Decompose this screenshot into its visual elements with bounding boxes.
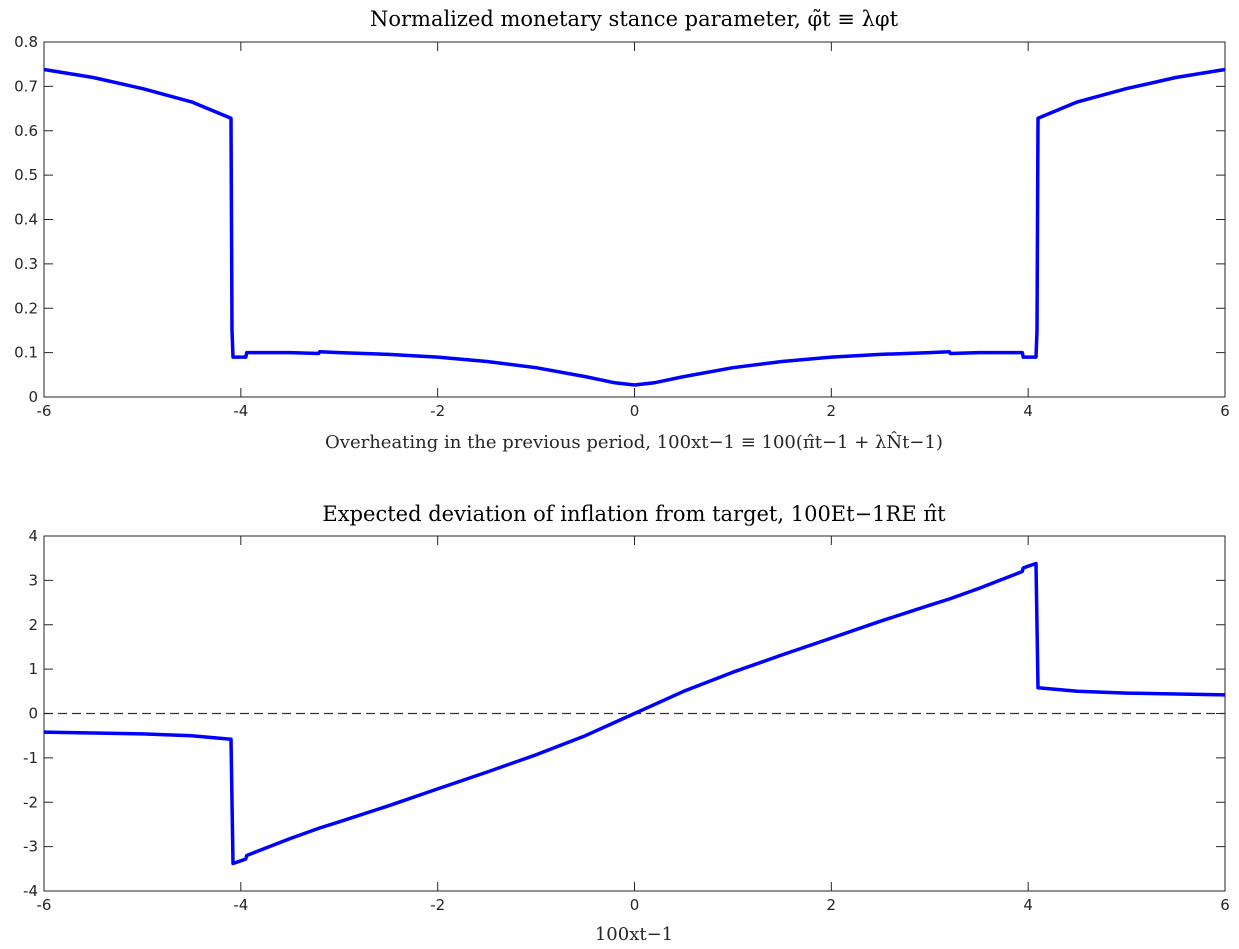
y-tick-label: 0.1 xyxy=(14,344,38,362)
y-tick-label: 0.8 xyxy=(14,33,38,51)
y-tick-label: 0.2 xyxy=(14,299,38,317)
series-line xyxy=(43,561,1226,866)
y-tick-label: 0.3 xyxy=(14,255,38,273)
y-ticks: -4 -3 -2 -1 0 1 2 3 4 xyxy=(23,527,1225,900)
stance-parameter-chart: Normalized monetary stance parameter, φ̃… xyxy=(14,7,1230,453)
x-tick-label: 4 xyxy=(1023,896,1033,914)
y-tick-label: -2 xyxy=(23,793,38,811)
series-line xyxy=(43,67,1226,387)
x-tick-label: -6 xyxy=(37,402,52,420)
x-tick-label: -4 xyxy=(233,402,248,420)
x-axis-label: 100xt−1 xyxy=(595,924,673,945)
x-tick-label: -2 xyxy=(430,402,445,420)
x-axis-label: Overheating in the previous period, 100x… xyxy=(325,431,943,453)
y-tick-label: -1 xyxy=(23,749,38,767)
y-tick-label: 1 xyxy=(28,660,38,678)
x-tick-label: 2 xyxy=(827,896,837,914)
x-tick-label: -4 xyxy=(233,896,248,914)
y-tick-label: 0.7 xyxy=(14,77,38,95)
x-tick-label: -2 xyxy=(430,896,445,914)
y-tick-label: 3 xyxy=(28,571,38,589)
y-tick-label: 2 xyxy=(28,616,38,634)
x-tick-label: 0 xyxy=(630,402,640,420)
plot-area xyxy=(43,41,1226,398)
x-tick-label: -6 xyxy=(37,896,52,914)
x-ticks: -6 -4 -2 0 2 4 6 xyxy=(37,536,1230,914)
chart-title: Normalized monetary stance parameter, φ̃… xyxy=(370,7,899,31)
y-tick-label: 0.4 xyxy=(14,211,38,229)
x-tick-label: 6 xyxy=(1220,402,1230,420)
y-tick-label: 4 xyxy=(28,527,38,545)
chart-title: Expected deviation of inflation from tar… xyxy=(322,502,946,526)
x-tick-label: 4 xyxy=(1023,402,1033,420)
y-tick-label: -3 xyxy=(23,838,38,856)
expected-inflation-chart: Expected deviation of inflation from tar… xyxy=(23,502,1230,945)
y-tick-label: 0 xyxy=(28,705,38,723)
x-tick-label: 0 xyxy=(630,896,640,914)
y-tick-label: 0.6 xyxy=(14,122,38,140)
y-tick-label: 0.5 xyxy=(14,166,38,184)
y-tick-label: 0 xyxy=(28,388,38,406)
x-tick-label: 2 xyxy=(827,402,837,420)
y-tick-label: -4 xyxy=(23,882,38,900)
x-ticks: -6 -4 -2 0 2 4 6 xyxy=(37,42,1230,420)
x-tick-label: 6 xyxy=(1220,896,1230,914)
y-ticks: 0 0.1 0.2 0.3 0.4 0.5 0.6 0.7 0.8 xyxy=(14,33,1225,406)
